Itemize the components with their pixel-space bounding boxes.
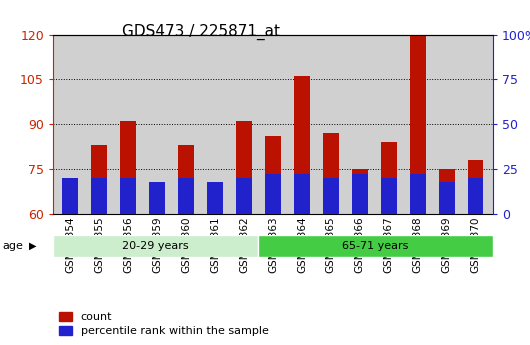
Bar xyxy=(91,178,107,214)
Bar xyxy=(439,169,455,214)
Legend: count, percentile rank within the sample: count, percentile rank within the sample xyxy=(58,312,269,336)
Bar xyxy=(352,169,368,214)
Bar xyxy=(236,121,252,214)
Text: GDS473 / 225871_at: GDS473 / 225871_at xyxy=(122,24,280,40)
Text: 20-29 years: 20-29 years xyxy=(122,241,189,251)
Bar xyxy=(410,175,426,214)
Bar xyxy=(439,181,455,214)
Bar xyxy=(323,178,339,214)
Bar xyxy=(149,184,165,214)
Bar xyxy=(149,181,165,214)
Text: age: age xyxy=(3,241,23,251)
Text: 65-71 years: 65-71 years xyxy=(342,241,409,251)
Bar xyxy=(207,190,223,214)
Text: ▶: ▶ xyxy=(29,241,36,251)
Bar xyxy=(207,181,223,214)
Bar xyxy=(410,34,426,214)
Bar xyxy=(265,175,281,214)
Bar xyxy=(120,121,136,214)
Bar xyxy=(91,145,107,214)
Bar xyxy=(178,178,194,214)
Bar xyxy=(258,235,493,257)
Bar xyxy=(120,178,136,214)
Bar xyxy=(63,178,78,214)
Bar xyxy=(381,178,396,214)
Bar xyxy=(63,190,78,214)
Bar xyxy=(467,178,483,214)
Bar xyxy=(323,133,339,214)
Bar xyxy=(352,175,368,214)
Bar xyxy=(236,178,252,214)
Bar xyxy=(294,175,310,214)
Bar xyxy=(53,235,258,257)
Bar xyxy=(467,160,483,214)
Bar xyxy=(294,76,310,214)
Bar xyxy=(178,145,194,214)
Bar xyxy=(381,142,396,214)
Bar xyxy=(265,136,281,214)
